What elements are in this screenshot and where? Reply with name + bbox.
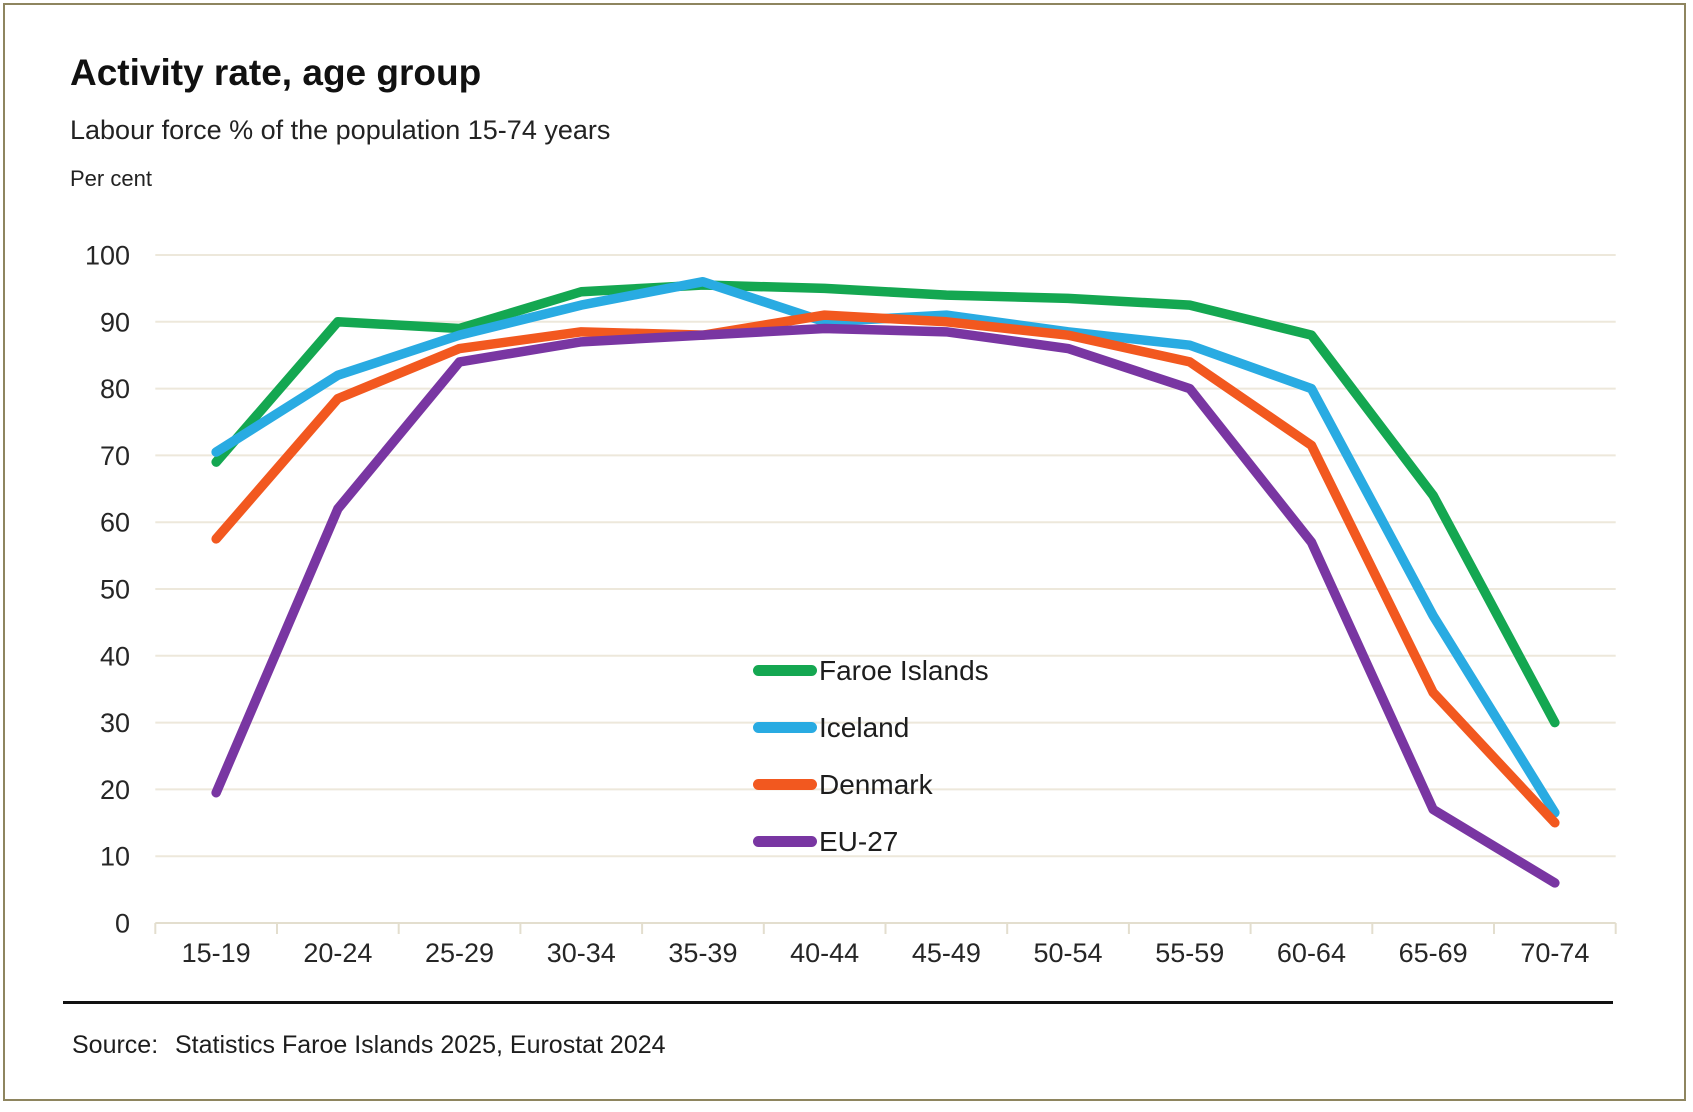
x-tick-label: 15-19 (182, 938, 251, 968)
legend-label-eu-27: EU-27 (819, 825, 899, 857)
series-line-denmark (211, 310, 1560, 828)
legend-swatch-iceland (753, 722, 817, 733)
chart-legend: Faroe Islands Iceland Denmark EU-27 (753, 642, 989, 870)
x-tick-label: 70-74 (1520, 938, 1589, 968)
x-tick-label: 60-64 (1277, 938, 1346, 968)
x-tick-label: 40-44 (790, 938, 859, 968)
x-tick-label: 25-29 (425, 938, 494, 968)
legend-swatch-denmark (753, 779, 817, 790)
y-tick-label: 0 (115, 908, 130, 938)
y-tick-label: 20 (100, 775, 130, 805)
y-axis-unit-label: Per cent (70, 166, 152, 191)
y-tick-label: 60 (100, 508, 130, 538)
series-line-faroe-islands (211, 280, 1560, 728)
legend-swatch-faroe-islands (753, 665, 817, 676)
y-tick-label: 90 (100, 307, 130, 337)
legend-label-iceland: Iceland (819, 711, 910, 743)
legend-item-denmark: Denmark (753, 756, 989, 813)
legend-item-iceland: Iceland (753, 699, 989, 756)
legend-label-denmark: Denmark (819, 768, 933, 800)
legend-label-faroe-islands: Faroe Islands (819, 654, 989, 686)
x-tick-label: 50-54 (1034, 938, 1103, 968)
x-tick-label: 45-49 (912, 938, 981, 968)
legend-swatch-eu-27 (753, 836, 817, 847)
page-subtitle: Labour force % of the population 15-74 y… (70, 115, 611, 145)
source-text: Statistics Faroe Islands 2025, Eurostat … (175, 1031, 666, 1059)
y-tick-label: 10 (100, 842, 130, 872)
y-tick-label: 80 (100, 374, 130, 404)
y-tick-label: 50 (100, 574, 130, 604)
y-tick-label: 100 (85, 240, 130, 270)
x-tick-label: 30-34 (547, 938, 616, 968)
source-label: Source: (72, 1031, 159, 1059)
legend-item-faroe-islands: Faroe Islands (753, 642, 989, 699)
x-tick-label: 65-69 (1399, 938, 1468, 968)
y-tick-label: 70 (100, 441, 130, 471)
y-tick-label: 40 (100, 641, 130, 671)
x-tick-label: 55-59 (1155, 938, 1224, 968)
x-tick-label: 20-24 (303, 938, 372, 968)
page-title: Activity rate, age group (70, 52, 482, 93)
legend-item-eu-27: EU-27 (753, 813, 989, 870)
x-tick-label: 35-39 (668, 938, 737, 968)
y-tick-label: 30 (100, 708, 130, 738)
series-line-eu-27 (211, 323, 1560, 888)
source-divider (63, 1001, 1613, 1004)
